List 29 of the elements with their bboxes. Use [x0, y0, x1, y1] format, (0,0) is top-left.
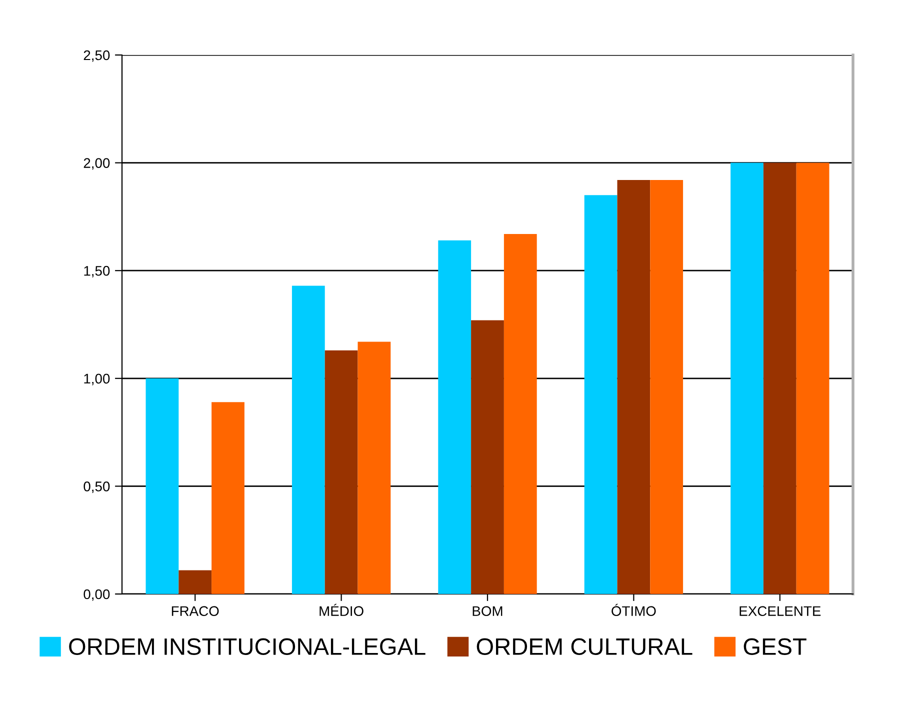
- legend-label: ORDEM INSTITUCIONAL-LEGAL: [69, 638, 426, 656]
- y-tick-label: 1,50: [84, 266, 110, 278]
- bar: [504, 234, 537, 594]
- bar: [146, 378, 179, 594]
- x-tick-label: BOM: [472, 606, 502, 616]
- bar: [358, 342, 391, 594]
- x-tick-label: EXCELENTE: [740, 606, 821, 616]
- bar: [730, 162, 764, 594]
- bar: [796, 162, 830, 594]
- legend-label: GEST: [744, 638, 806, 656]
- y-tick-label: 2,00: [84, 158, 110, 170]
- bar: [438, 240, 472, 594]
- y-tick-label: 0,50: [84, 482, 110, 494]
- y-tick-label: 0,00: [84, 589, 110, 601]
- bar: [617, 180, 650, 594]
- bar: [584, 195, 618, 594]
- legend-label: ORDEM CULTURAL: [476, 638, 692, 656]
- bar: [471, 320, 504, 594]
- bar: [292, 286, 325, 594]
- bar: [763, 162, 796, 594]
- y-tick-label: 1,00: [84, 374, 110, 386]
- x-tick-label: MÉDIO: [320, 604, 364, 616]
- bar: [650, 180, 684, 594]
- bar: [212, 402, 244, 594]
- x-tick-label: FRACO: [172, 606, 219, 616]
- bar: [324, 350, 358, 594]
- bar: [178, 570, 212, 594]
- y-tick-label: 2,50: [84, 50, 110, 62]
- x-tick-label: ÓTIMO: [612, 604, 656, 616]
